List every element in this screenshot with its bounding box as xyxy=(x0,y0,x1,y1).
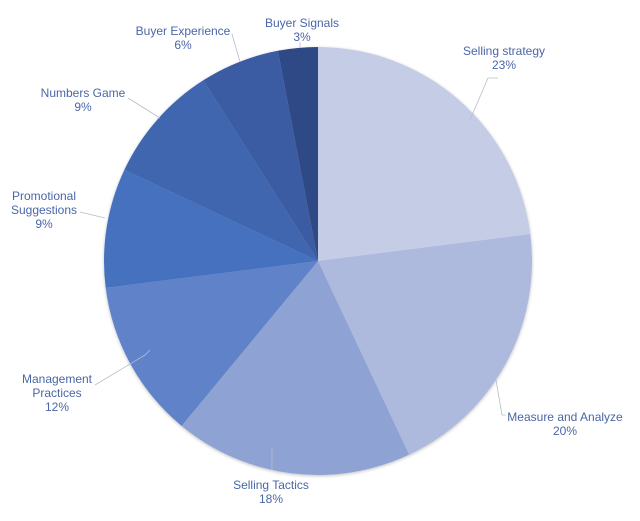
pie-slice-selling-strategy xyxy=(318,47,531,261)
label-promotional-suggestions: Promotional Suggestions 9% xyxy=(11,189,77,231)
label-name: Promotional xyxy=(11,189,77,203)
label-selling-strategy: Selling strategy 23% xyxy=(463,44,545,72)
pie-slice-management-practices xyxy=(105,261,318,426)
leader-management xyxy=(94,349,151,386)
pie-slice-promotional-suggestions xyxy=(104,169,318,288)
leader-promotional xyxy=(79,211,106,219)
leader-measure-analyze xyxy=(495,379,506,416)
pie-slice-buyer-experience xyxy=(203,50,318,261)
label-pct: 23% xyxy=(491,58,517,72)
label-buyer-signals: Buyer Signals 3% xyxy=(265,16,339,44)
label-pct: 12% xyxy=(44,400,70,414)
leader-lines xyxy=(79,33,506,470)
label-pct: 9% xyxy=(35,217,53,231)
label-pct: 20% xyxy=(552,424,578,438)
leader-selling-strategy xyxy=(469,77,498,121)
leader-numbers-game xyxy=(127,97,161,119)
label-name: Management xyxy=(21,372,93,386)
label-pct: 6% xyxy=(174,38,192,52)
label-measure-analyze: Measure and Analyze 20% xyxy=(507,410,622,438)
label-name: Selling strategy xyxy=(462,44,546,58)
label-pct: 9% xyxy=(74,100,92,114)
leader-buyer-experience xyxy=(231,33,241,63)
label-buyer-experience: Buyer Experience 6% xyxy=(136,24,231,52)
pie-slice-buyer-signals xyxy=(277,47,318,261)
label-name-2: Practices xyxy=(32,386,82,400)
label-management-practices: Management Practices 12% xyxy=(22,372,92,414)
label-name-2: Suggestions xyxy=(10,203,78,217)
pie-slice-measure-and-analyze xyxy=(318,234,532,455)
label-name: Measure and Analyze xyxy=(507,410,623,424)
label-numbers-game: Numbers Game 9% xyxy=(41,86,126,114)
label-name: Buyer Experience xyxy=(135,24,231,38)
pie-slices xyxy=(104,47,532,475)
pie-slice-numbers-game xyxy=(124,80,319,261)
label-name: Buyer Signals xyxy=(264,16,340,30)
label-name: Selling Tactics xyxy=(233,478,309,492)
label-name: Numbers Game xyxy=(40,86,126,100)
pie-slice-selling-tactics xyxy=(181,261,410,475)
label-pct: 18% xyxy=(258,492,284,506)
label-selling-tactics: Selling Tactics 18% xyxy=(233,478,309,506)
label-pct: 3% xyxy=(293,30,311,44)
